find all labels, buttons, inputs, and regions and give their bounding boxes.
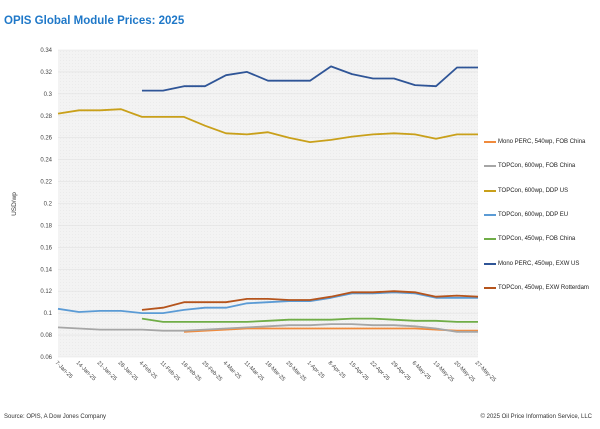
x-tick-label: 28-Jan-25 bbox=[117, 360, 139, 382]
y-tick-label: 0.06 bbox=[40, 355, 52, 361]
y-tick-label: 0.32 bbox=[40, 70, 52, 76]
x-tick-label: 15-Apr-25 bbox=[348, 360, 370, 382]
legend-swatch bbox=[484, 165, 496, 168]
series-line-7 bbox=[141, 290, 479, 311]
x-tick-label: 1-Apr-25 bbox=[306, 360, 326, 380]
legend-item: TOPCon, 450wp, FOB China bbox=[484, 227, 600, 251]
chart-legend: Mono PERC, 540wp, FOB China TOPCon, 600wp… bbox=[484, 130, 600, 300]
x-tick-label: 18-Feb-25 bbox=[180, 360, 202, 382]
legend-swatch bbox=[484, 214, 496, 217]
legend-swatch bbox=[484, 238, 496, 241]
legend-label: Mono PERC, 540wp, FOB China bbox=[498, 139, 586, 146]
legend-item: TOPCon, 600wp, DDP EU bbox=[484, 203, 600, 227]
legend-label: TOPCon, 450wp, EXW Rotterdam bbox=[498, 284, 589, 291]
legend-label: Mono PERC, 450wp, EXW US bbox=[498, 260, 580, 267]
series-line-2 bbox=[57, 323, 478, 333]
x-tick-label: 13-May-25 bbox=[432, 360, 455, 383]
y-tick-label: 0.2 bbox=[44, 202, 53, 208]
y-tick-label: 0.18 bbox=[40, 223, 52, 229]
legend-label: TOPCon, 600wp, FOB China bbox=[498, 163, 576, 170]
series-line-4 bbox=[57, 291, 478, 314]
y-tick-label: 0.24 bbox=[40, 158, 52, 164]
y-tick-label: 0.12 bbox=[40, 289, 52, 295]
y-tick-label: 0.28 bbox=[40, 114, 52, 120]
x-tick-label: 11-Mar-25 bbox=[243, 360, 265, 382]
y-tick-label: 0.1 bbox=[44, 311, 53, 317]
x-tick-label: 20-May-25 bbox=[453, 360, 476, 383]
legend-label: TOPCon, 450wp, FOB China bbox=[498, 236, 576, 243]
legend-item: Mono PERC, 540wp, FOB China bbox=[484, 130, 600, 154]
series-line-5 bbox=[141, 317, 478, 323]
legend-item: TOPCon, 450wp, EXW Rotterdam bbox=[484, 276, 600, 300]
y-tick-label: 0.3 bbox=[44, 92, 53, 98]
x-tick-label: 8-Apr-25 bbox=[327, 360, 347, 380]
legend-item: TOPCon, 600wp, FOB China bbox=[484, 154, 600, 178]
x-tick-label: 7-Jan-25 bbox=[54, 360, 74, 380]
x-tick-label: 25-Feb-25 bbox=[201, 360, 223, 382]
series-line-6 bbox=[142, 65, 478, 92]
legend-swatch bbox=[484, 141, 496, 144]
x-tick-label: 22-Apr-25 bbox=[369, 360, 391, 382]
y-tick-label: 0.14 bbox=[40, 267, 52, 273]
y-tick-label: 0.34 bbox=[40, 48, 52, 54]
x-tick-label: 14-Jan-25 bbox=[75, 360, 97, 382]
legend-swatch bbox=[484, 189, 496, 192]
legend-item: Mono PERC, 450wp, EXW US bbox=[484, 251, 600, 275]
legend-label: TOPCon, 600wp, DDP US bbox=[498, 187, 569, 194]
x-tick-label: 18-Mar-25 bbox=[264, 360, 286, 382]
copyright-note: © 2025 Oil Price Information Service, LL… bbox=[480, 414, 592, 420]
x-tick-label: 27-May-25 bbox=[474, 360, 497, 383]
legend-item: TOPCon, 600wp, DDP US bbox=[484, 179, 600, 203]
x-tick-label: 21-Jan-25 bbox=[96, 360, 118, 382]
x-tick-label: 25-Mar-25 bbox=[285, 360, 307, 382]
y-axis-label: USD/wp bbox=[11, 192, 18, 216]
legend-label: TOPCon, 600wp, DDP EU bbox=[498, 212, 569, 219]
source-note: Source: OPIS, A Dow Jones Company bbox=[4, 414, 107, 420]
series-line-1 bbox=[183, 327, 478, 333]
y-tick-label: 0.22 bbox=[40, 180, 52, 186]
x-tick-label: 29-Apr-25 bbox=[390, 360, 412, 382]
x-tick-label: 6-May-25 bbox=[411, 360, 432, 381]
y-tick-label: 0.16 bbox=[40, 245, 52, 251]
chart-title: OPIS Global Module Prices: 2025 bbox=[4, 15, 185, 27]
legend-swatch bbox=[484, 262, 496, 265]
x-tick-label: 4-Mar-25 bbox=[222, 360, 242, 380]
legend-swatch bbox=[484, 286, 496, 289]
y-tick-label: 0.08 bbox=[40, 333, 52, 339]
x-tick-label: 11-Feb-25 bbox=[159, 360, 181, 382]
x-tick-label: 4-Feb-25 bbox=[138, 360, 158, 380]
series-line-3 bbox=[57, 108, 478, 143]
y-tick-label: 0.26 bbox=[40, 136, 52, 142]
